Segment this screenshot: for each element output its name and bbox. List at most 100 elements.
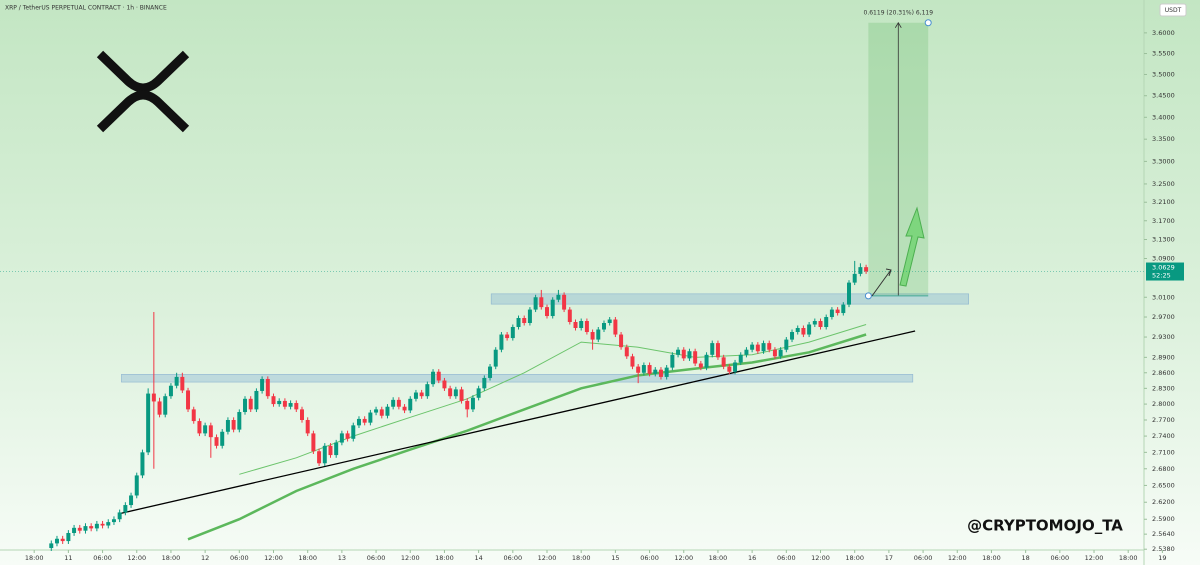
candle-body <box>545 307 550 317</box>
y-tick-label: 2.7700 <box>1152 416 1175 424</box>
candle-body <box>402 406 407 411</box>
y-tick-label: 2.5900 <box>1152 515 1175 523</box>
candle-body <box>60 538 65 542</box>
target-handle <box>864 292 872 300</box>
candle-body <box>288 403 293 407</box>
candle-body <box>493 349 498 367</box>
x-tick-label: 18:00 <box>435 554 454 562</box>
y-tick-label: 3.1300 <box>1152 236 1175 244</box>
candle-body <box>790 332 795 340</box>
y-tick-label: 2.6200 <box>1152 498 1175 506</box>
y-tick-label: 3.6000 <box>1152 29 1175 37</box>
candle-body <box>117 512 122 520</box>
y-tick-label: 2.9300 <box>1152 333 1175 341</box>
candle-body <box>499 334 504 350</box>
candle-body <box>641 365 646 373</box>
candle-body <box>852 273 857 283</box>
candle-body <box>123 505 128 513</box>
candle-body <box>687 351 692 359</box>
candle-body <box>260 378 265 391</box>
candle-body <box>265 378 270 397</box>
candle-body <box>556 294 561 300</box>
y-tick-label: 2.5380 <box>1152 545 1175 553</box>
y-tick-label: 3.4500 <box>1152 92 1175 100</box>
candle-body <box>419 392 424 397</box>
candle-body <box>658 369 663 377</box>
candle-body <box>516 318 521 328</box>
x-tick-label: 18:00 <box>162 554 181 562</box>
y-tick-label: 3.2500 <box>1152 180 1175 188</box>
x-tick-label: 13 <box>338 554 346 562</box>
y-tick-label: 2.6800 <box>1152 465 1175 473</box>
last-price-label: 3.0629 <box>1152 264 1175 272</box>
plot-layer: 0.6119 (20.31%) 6,119 <box>49 9 969 551</box>
y-tick-label: 2.6500 <box>1152 481 1175 489</box>
candle-body <box>83 526 88 531</box>
candle-body <box>858 267 863 274</box>
candle-body <box>653 369 658 374</box>
candle-body <box>49 543 54 549</box>
x-tick-label: 12:00 <box>401 554 420 562</box>
candle-body <box>111 519 116 523</box>
candle-body <box>767 343 772 350</box>
xrp-logo <box>96 50 190 133</box>
y-tick-label: 2.9700 <box>1152 313 1175 321</box>
candle-body <box>328 445 333 456</box>
candle-body <box>459 389 464 401</box>
candle-body <box>664 367 669 377</box>
candle-body <box>476 388 481 398</box>
candle-body <box>254 390 259 410</box>
x-tick-label: 18:00 <box>982 554 1001 562</box>
candle-body <box>345 433 350 439</box>
candle-body <box>146 393 151 453</box>
candle-body <box>54 538 59 544</box>
x-tick-label: 18:00 <box>25 554 44 562</box>
candle-body <box>374 409 379 413</box>
candle-body <box>391 399 396 407</box>
candle-body <box>231 419 236 430</box>
candle-body <box>527 309 532 324</box>
candle-body <box>431 371 436 385</box>
candle-body <box>596 329 601 340</box>
candle-body <box>94 523 99 529</box>
candle-body <box>550 299 555 317</box>
candle-body <box>89 526 94 529</box>
candle-body <box>733 362 738 372</box>
y-tick-label: 2.8000 <box>1152 400 1175 408</box>
candle-body <box>704 354 709 368</box>
candle-body <box>163 396 168 415</box>
candle-body <box>300 409 304 420</box>
currency-label: USDT <box>1165 7 1182 14</box>
zone <box>121 374 914 383</box>
trendline <box>119 330 916 515</box>
candle-body <box>168 385 173 397</box>
y-tick-label: 3.5000 <box>1152 70 1175 78</box>
x-tick-label: 18:00 <box>845 554 864 562</box>
green-arrow <box>899 206 925 287</box>
y-tick-label: 3.4000 <box>1152 113 1175 121</box>
x-tick-label: 06:00 <box>367 554 386 562</box>
x-tick-label: 15 <box>611 554 619 562</box>
x-tick-label: 12 <box>201 554 209 562</box>
candle-body <box>470 397 475 410</box>
candle-body <box>636 366 641 373</box>
y-tick-label: 2.8300 <box>1152 384 1175 392</box>
candle-body <box>197 421 202 434</box>
y-tick-label: 3.0100 <box>1152 293 1175 301</box>
target-handle <box>924 19 932 27</box>
candle-body <box>482 377 487 389</box>
x-tick-label: 06:00 <box>777 554 796 562</box>
y-tick-label: 2.5640 <box>1152 530 1175 538</box>
y-tick-label: 2.7400 <box>1152 432 1175 440</box>
x-tick-label: 14 <box>474 554 482 562</box>
candle-body <box>180 376 185 391</box>
currency-badge <box>1159 3 1187 17</box>
x-tick-label: 19 <box>1158 554 1166 562</box>
candle-body <box>305 419 310 434</box>
y-tick-label: 2.8600 <box>1152 369 1175 377</box>
watermark: @CRYPTOMOJO_TA <box>967 517 1123 535</box>
x-tick-label: 17 <box>885 554 893 562</box>
candle-body <box>277 400 282 405</box>
